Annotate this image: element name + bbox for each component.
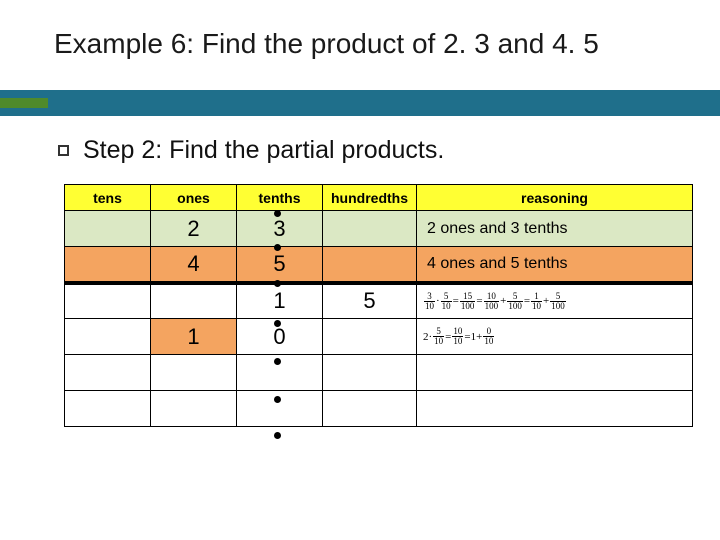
- cell-tenths: 3: [237, 211, 323, 247]
- step-text: Step 2: Find the partial products.: [83, 136, 444, 165]
- cell-ones: 4: [151, 247, 237, 283]
- cell-reasoning-math: 2·510=1010=1+010: [417, 319, 693, 355]
- accent-bar: [0, 90, 720, 116]
- cell-tens: [65, 247, 151, 283]
- cell-hundredths: [323, 319, 417, 355]
- cell-tens: [65, 319, 151, 355]
- cell-reasoning: 2 ones and 3 tenths: [417, 211, 693, 247]
- cell-reasoning: [417, 391, 693, 427]
- dot-icon: [274, 432, 281, 439]
- table-row: 4 5 4 ones and 5 tenths: [65, 247, 693, 283]
- bullet-icon: [58, 145, 69, 156]
- header-ones: ones: [151, 185, 237, 211]
- table-header-row: tens ones tenths hundredths reasoning: [65, 185, 693, 211]
- cell-tens: [65, 355, 151, 391]
- cell-tenths: 1: [237, 283, 323, 319]
- cell-hundredths: [323, 391, 417, 427]
- cell-hundredths: 5: [323, 283, 417, 319]
- table-row: [65, 391, 693, 427]
- cell-hundredths: [323, 355, 417, 391]
- cell-ones: [151, 283, 237, 319]
- cell-hundredths: [323, 247, 417, 283]
- cell-hundredths: [323, 211, 417, 247]
- header-hundredths: hundredths: [323, 185, 417, 211]
- cell-tenths: 5: [237, 247, 323, 283]
- table-row: [65, 355, 693, 391]
- cell-tenths: [237, 391, 323, 427]
- accent-blue-stripe: [0, 90, 720, 116]
- header-reasoning: reasoning: [417, 185, 693, 211]
- cell-tens: [65, 211, 151, 247]
- cell-ones: 1: [151, 319, 237, 355]
- cell-reasoning-math: 310·510=15100=10100+5100=110+5100: [417, 283, 693, 319]
- header-tens: tens: [65, 185, 151, 211]
- cell-ones: [151, 391, 237, 427]
- table-row: 1 5 310·510=15100=10100+5100=110+5100: [65, 283, 693, 319]
- cell-tenths: 0: [237, 319, 323, 355]
- cell-tens: [65, 283, 151, 319]
- cell-reasoning: 4 ones and 5 tenths: [417, 247, 693, 283]
- table-row: 2 3 2 ones and 3 tenths: [65, 211, 693, 247]
- step-line: Step 2: Find the partial products.: [58, 136, 444, 165]
- cell-tenths: [237, 355, 323, 391]
- cell-reasoning: [417, 355, 693, 391]
- page-title: Example 6: Find the product of 2. 3 and …: [0, 0, 720, 60]
- accent-green-stripe: [0, 98, 48, 108]
- product-table: tens ones tenths hundredths reasoning 2 …: [64, 184, 692, 427]
- table-row: 1 0 2·510=1010=1+010: [65, 319, 693, 355]
- cell-tens: [65, 391, 151, 427]
- header-tenths: tenths: [237, 185, 323, 211]
- cell-ones: [151, 355, 237, 391]
- cell-ones: 2: [151, 211, 237, 247]
